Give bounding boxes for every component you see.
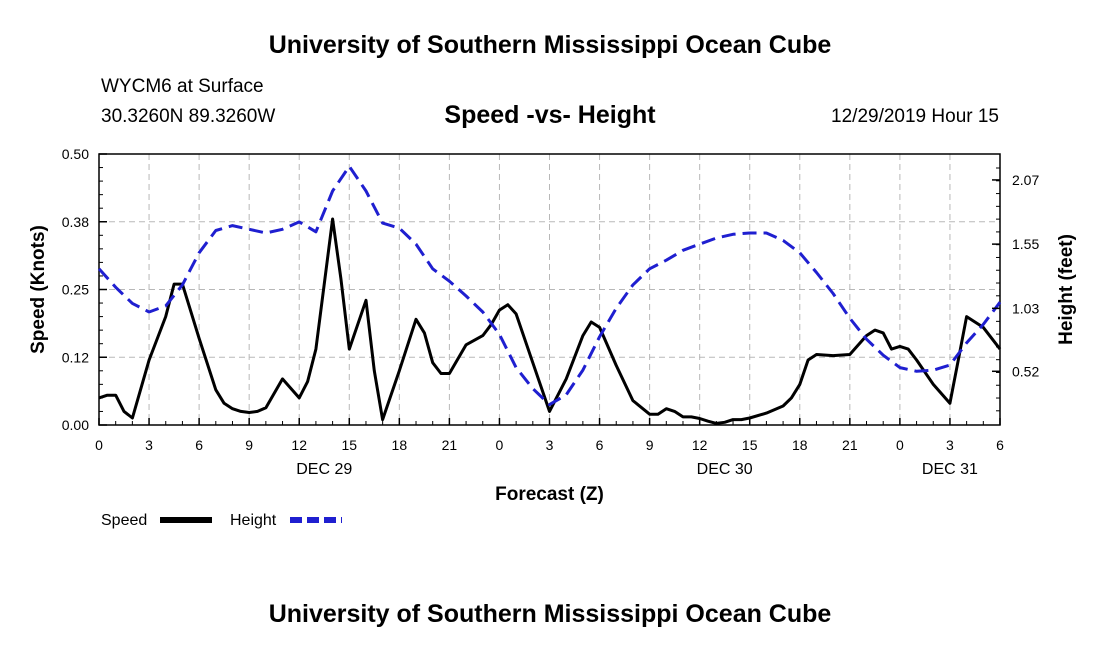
x-tick-label: 9 — [646, 437, 654, 453]
x-tick-label: 0 — [95, 437, 103, 453]
x-tick-label: 3 — [946, 437, 954, 453]
x-tick-label: 3 — [145, 437, 153, 453]
chart-title: Speed -vs- Height — [444, 101, 656, 129]
day-label: DEC 29 — [296, 461, 352, 478]
legend: Speed Height — [101, 512, 342, 529]
x-tick-label: 15 — [742, 437, 758, 453]
series-group — [97, 164, 1002, 425]
axes: 0 3 6 9 12 15 18 21 0 3 6 9 12 15 18 21 0 3 6 DEC 29 DEC 30 D… — [62, 146, 1040, 478]
y-right-tick-label: 2.07 — [1012, 172, 1039, 188]
x-tick-label: 0 — [496, 437, 504, 453]
series-line-speed — [98, 217, 1002, 425]
x-tick-label: 18 — [392, 437, 408, 453]
x-tick-label: 18 — [792, 437, 808, 453]
day-label: DEC 30 — [697, 461, 753, 478]
x-tick-label: 12 — [692, 437, 708, 453]
y-left-tick-label: 0.00 — [62, 417, 89, 433]
bottom-title: University of Southern Mississippi Ocean… — [268, 600, 832, 628]
y-left-tick-label: 0.38 — [62, 214, 89, 230]
x-tick-label: 12 — [291, 437, 307, 453]
day-label: DEC 31 — [922, 461, 978, 478]
datetime-label: 12/29/2019 Hour 15 — [831, 106, 999, 127]
x-tick-label: 9 — [245, 437, 253, 453]
x-tick-label: 6 — [195, 437, 203, 453]
grid — [99, 154, 1000, 425]
legend-label-height: Height — [230, 512, 277, 529]
y-left-tick-label: 0.50 — [62, 146, 89, 162]
x-tick-label: 6 — [596, 437, 604, 453]
y-right-tick-label: 1.03 — [1012, 300, 1039, 316]
top-title: University of Southern Mississippi Ocean… — [268, 31, 832, 59]
series-line-height — [97, 164, 1002, 407]
x-tick-label: 3 — [546, 437, 554, 453]
x-tick-label: 15 — [341, 437, 357, 453]
y-right-tick-label: 0.52 — [1012, 363, 1039, 379]
y-right-tick-label: 1.55 — [1012, 236, 1039, 252]
x-tick-label: 21 — [842, 437, 858, 453]
x-tick-label: 0 — [896, 437, 904, 453]
station-label: WYCM6 at Surface — [101, 76, 264, 97]
coords-label: 30.3260N 89.3260W — [101, 106, 276, 127]
y-left-tick-label: 0.12 — [62, 349, 89, 365]
y-left-tick-label: 0.25 — [62, 282, 89, 298]
x-axis-label: Forecast (Z) — [495, 484, 604, 505]
x-tick-label: 21 — [442, 437, 458, 453]
y-left-axis-label: Speed (Knots) — [28, 225, 49, 354]
y-right-axis-label: Height (feet) — [1056, 234, 1077, 345]
legend-label-speed: Speed — [101, 512, 147, 529]
x-tick-label: 6 — [996, 437, 1004, 453]
